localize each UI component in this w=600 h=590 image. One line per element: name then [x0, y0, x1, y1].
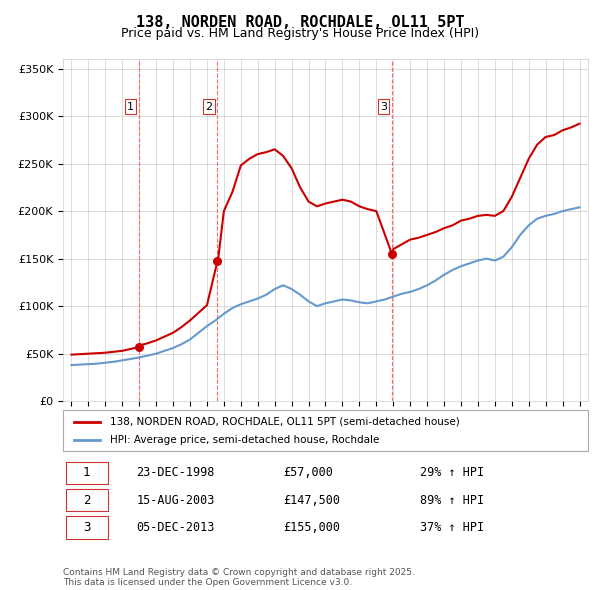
Text: 3: 3 [83, 521, 91, 534]
Text: 1: 1 [127, 101, 134, 112]
Text: £57,000: £57,000 [284, 466, 334, 479]
FancyBboxPatch shape [65, 516, 107, 539]
Text: 37% ↑ HPI: 37% ↑ HPI [420, 521, 484, 534]
Text: 138, NORDEN ROAD, ROCHDALE, OL11 5PT (semi-detached house): 138, NORDEN ROAD, ROCHDALE, OL11 5PT (se… [110, 417, 460, 427]
Text: 89% ↑ HPI: 89% ↑ HPI [420, 493, 484, 507]
FancyBboxPatch shape [65, 489, 107, 511]
FancyBboxPatch shape [65, 461, 107, 484]
Text: 29% ↑ HPI: 29% ↑ HPI [420, 466, 484, 479]
Text: 138, NORDEN ROAD, ROCHDALE, OL11 5PT: 138, NORDEN ROAD, ROCHDALE, OL11 5PT [136, 15, 464, 30]
FancyBboxPatch shape [63, 410, 588, 451]
Text: 2: 2 [83, 493, 91, 507]
Text: Price paid vs. HM Land Registry's House Price Index (HPI): Price paid vs. HM Land Registry's House … [121, 27, 479, 40]
Text: 1: 1 [83, 466, 91, 479]
Text: 2: 2 [205, 101, 212, 112]
Text: £147,500: £147,500 [284, 493, 341, 507]
Text: £155,000: £155,000 [284, 521, 341, 534]
Point [387, 249, 397, 258]
Text: Contains HM Land Registry data © Crown copyright and database right 2025.
This d: Contains HM Land Registry data © Crown c… [63, 568, 415, 587]
Text: HPI: Average price, semi-detached house, Rochdale: HPI: Average price, semi-detached house,… [110, 435, 380, 445]
Point [134, 342, 143, 352]
Text: 05-DEC-2013: 05-DEC-2013 [137, 521, 215, 534]
Point [212, 256, 222, 266]
Text: 15-AUG-2003: 15-AUG-2003 [137, 493, 215, 507]
Text: 3: 3 [380, 101, 387, 112]
Text: 23-DEC-1998: 23-DEC-1998 [137, 466, 215, 479]
